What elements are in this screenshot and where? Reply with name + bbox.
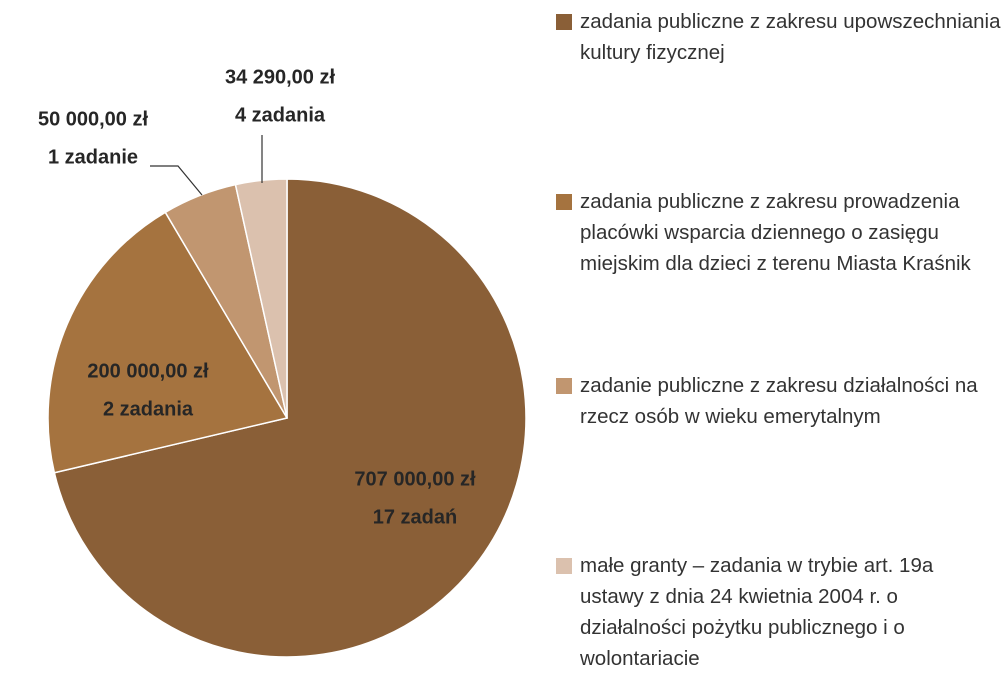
slice-count-label: 4 zadania xyxy=(235,104,326,126)
legend-swatch xyxy=(556,194,572,210)
slice-value-label: 34 290,00 zł xyxy=(225,66,336,88)
legend-label: zadanie publiczne z zakresu działalności… xyxy=(580,374,978,428)
pie-slice xyxy=(47,211,289,474)
legend-item: małe granty – zadania w trybie art. 19a … xyxy=(556,550,1001,674)
legend-label: zadania publiczne z zakresu upowszechnia… xyxy=(580,10,1001,64)
slice-value-label: 200 000,00 zł xyxy=(87,360,209,382)
slice-count-label: 17 zadań xyxy=(373,506,457,528)
legend-item: zadania publiczne z zakresu prowadzenia … xyxy=(556,186,1001,279)
pie-slice xyxy=(53,178,527,658)
legend-item: zadanie publiczne z zakresu działalności… xyxy=(556,370,1001,432)
leader-line xyxy=(150,165,203,196)
slice-value-label: 707 000,00 zł xyxy=(354,468,476,490)
pie-slice xyxy=(234,178,288,419)
slice-count-label: 1 zadanie xyxy=(48,146,138,168)
legend-swatch xyxy=(556,558,572,574)
legend-label: małe granty – zadania w trybie art. 19a … xyxy=(580,554,934,670)
legend-swatch xyxy=(556,378,572,394)
slice-value-label: 50 000,00 zł xyxy=(38,108,149,130)
slice-count-label: 2 zadania xyxy=(103,398,194,420)
pie-area: 707 000,00 zł 17 zadań 200 000,00 zł 2 zada… xyxy=(38,66,527,658)
legend-label: zadania publiczne z zakresu prowadzenia … xyxy=(580,190,971,275)
legend-item: zadania publiczne z zakresu upowszechnia… xyxy=(556,6,1001,68)
legend-swatch xyxy=(556,14,572,30)
